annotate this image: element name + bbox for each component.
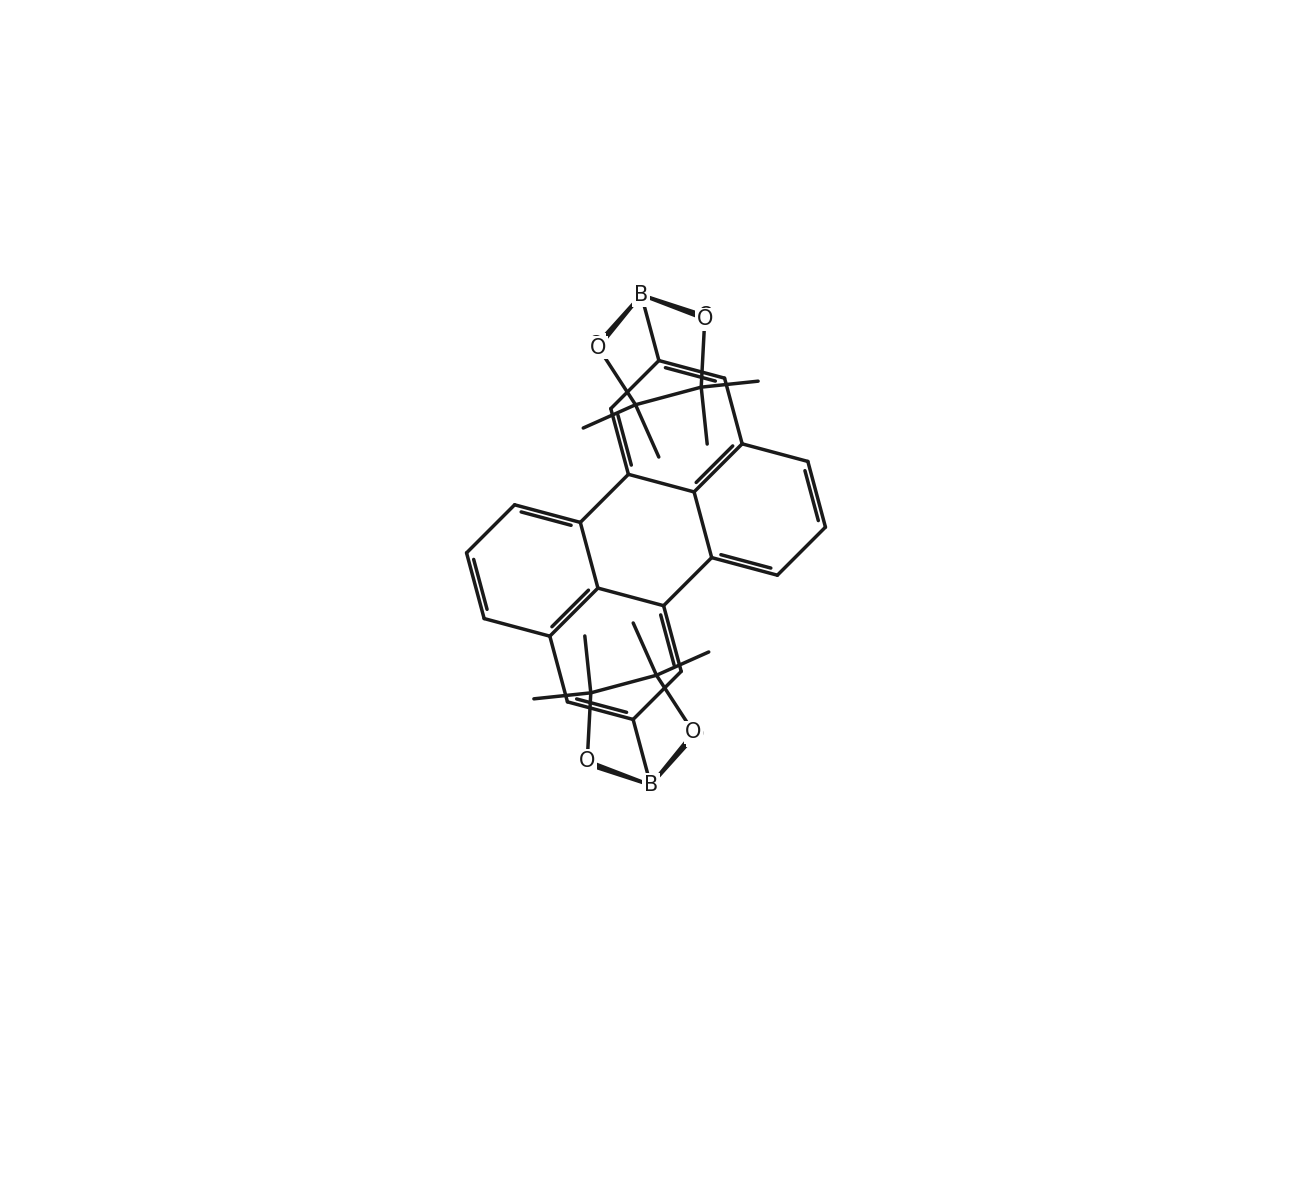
Text: B: B xyxy=(634,285,649,305)
Text: O: O xyxy=(696,309,713,329)
Text: O: O xyxy=(590,337,607,358)
Text: O: O xyxy=(685,722,702,743)
Text: O: O xyxy=(689,725,704,745)
Text: O: O xyxy=(588,335,603,355)
Text: O: O xyxy=(578,755,594,774)
Text: O: O xyxy=(579,751,596,771)
Text: O: O xyxy=(698,306,714,325)
Text: B: B xyxy=(643,775,658,795)
